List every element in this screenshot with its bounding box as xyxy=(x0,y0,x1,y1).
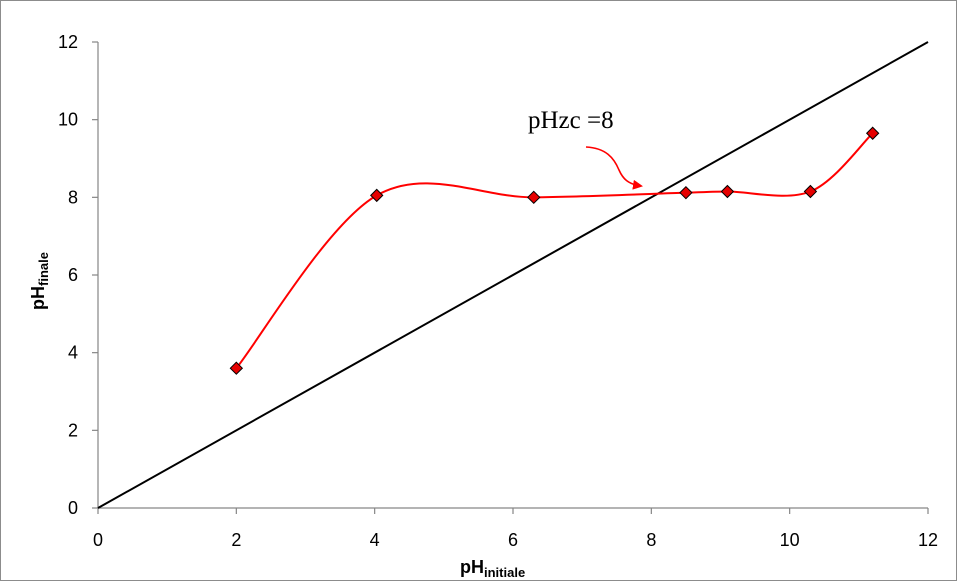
reference-line-series xyxy=(97,41,929,509)
y-tick-label: 8 xyxy=(68,187,78,207)
x-tick-label: 12 xyxy=(918,530,938,550)
data-point-marker xyxy=(229,361,244,375)
y-tick-label: 0 xyxy=(68,498,78,518)
ph-final-curve xyxy=(235,132,874,369)
x-axis-ticks: 0 2 4 6 8 10 12 xyxy=(93,508,938,550)
x-tick-label: 6 xyxy=(508,530,518,550)
x-tick-label: 4 xyxy=(370,530,380,550)
pzc-annotation: pHzc =8 xyxy=(528,107,643,190)
y-axis-title: pHfinale xyxy=(28,252,51,310)
x-axis-title: pHinitiale xyxy=(460,557,525,580)
y-tick-label: 12 xyxy=(58,32,78,52)
x-tick-label: 0 xyxy=(93,530,103,550)
ph-final-series xyxy=(235,132,874,369)
data-point-marker xyxy=(679,185,693,200)
data-point-marker xyxy=(527,190,541,205)
data-point-marker xyxy=(370,188,384,203)
y-tick-label: 10 xyxy=(58,110,78,130)
pzc-annotation-text: pHzc =8 xyxy=(528,107,614,134)
data-point-marker xyxy=(865,126,880,140)
x-tick-label: 8 xyxy=(646,530,656,550)
y-axis-ticks: 0 2 4 6 8 10 12 xyxy=(58,32,98,518)
y-tick-label: 4 xyxy=(68,343,78,363)
y-tick-label: 6 xyxy=(68,265,78,285)
reference-line xyxy=(97,41,929,509)
x-tick-label: 2 xyxy=(231,530,241,550)
ph-final-markers xyxy=(229,126,880,375)
data-point-marker xyxy=(720,184,735,199)
data-point-marker xyxy=(803,184,818,199)
y-tick-label: 2 xyxy=(68,420,78,440)
x-tick-label: 10 xyxy=(780,530,800,550)
pzc-arrow xyxy=(585,146,643,190)
